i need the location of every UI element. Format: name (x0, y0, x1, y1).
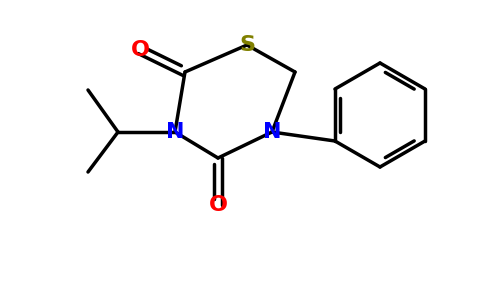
Text: N: N (263, 122, 281, 142)
Text: S: S (239, 35, 255, 55)
Text: N: N (166, 122, 184, 142)
Text: O: O (209, 195, 227, 215)
Text: O: O (131, 40, 150, 60)
